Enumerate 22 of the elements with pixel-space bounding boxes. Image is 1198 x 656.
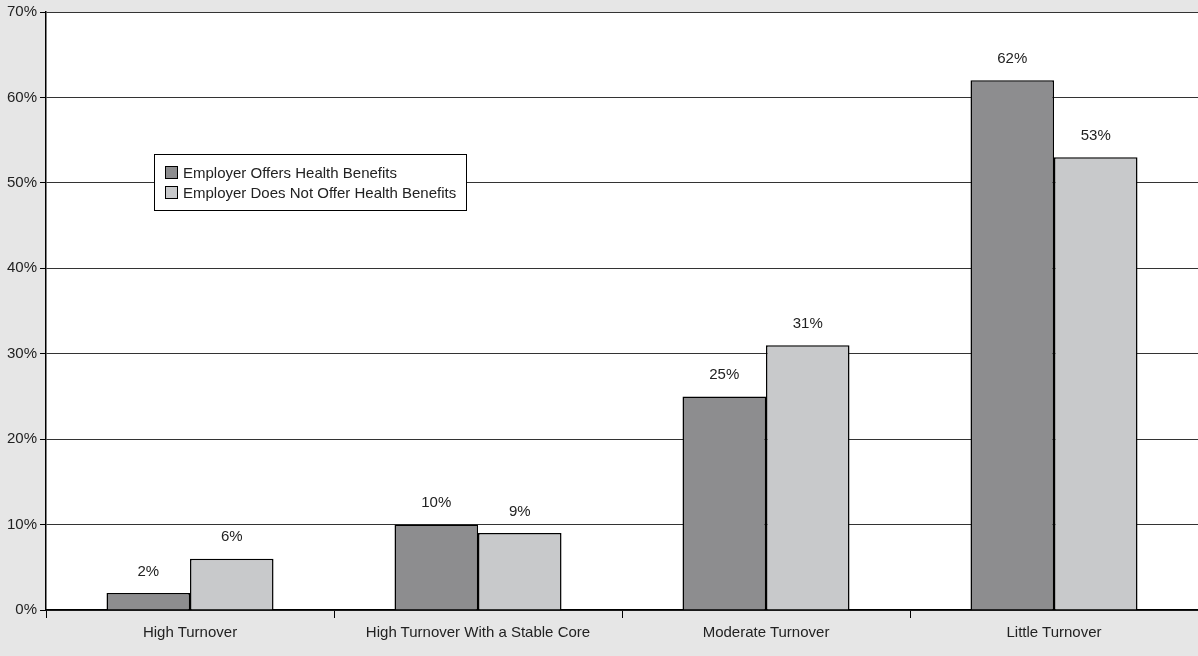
y-tick-label: 50% — [6, 173, 38, 190]
text: 6% — [220, 527, 243, 545]
y-tick-label: 10% — [6, 514, 38, 532]
y-tick-label: 20% — [6, 429, 38, 447]
y-tick-label: 0% — [15, 600, 38, 618]
text: 2% — [137, 561, 160, 579]
legend-label: Employer Does Not Offer Health Benefits — [183, 184, 457, 201]
y-tick-label: 60% — [6, 87, 38, 105]
x-tick-label: High Turnover With a Stable Core — [365, 623, 591, 641]
y-tick-label: 70% — [6, 2, 38, 20]
y-tick-label: 30% — [6, 343, 38, 361]
x-tick-label: Little Turnover — [1006, 623, 1102, 641]
text: 10% — [421, 493, 452, 511]
text: 9% — [508, 501, 531, 519]
x-tick-label: Moderate Turnover — [702, 623, 830, 641]
text: 62% — [997, 48, 1028, 66]
text: 53% — [1080, 125, 1111, 143]
text: 25% — [709, 365, 740, 383]
x-tick-label: High Turnover — [142, 623, 238, 641]
y-tick-label: 40% — [6, 258, 38, 276]
legend-label: Employer Offers Health Benefits — [183, 164, 397, 181]
text: 31% — [792, 313, 823, 331]
